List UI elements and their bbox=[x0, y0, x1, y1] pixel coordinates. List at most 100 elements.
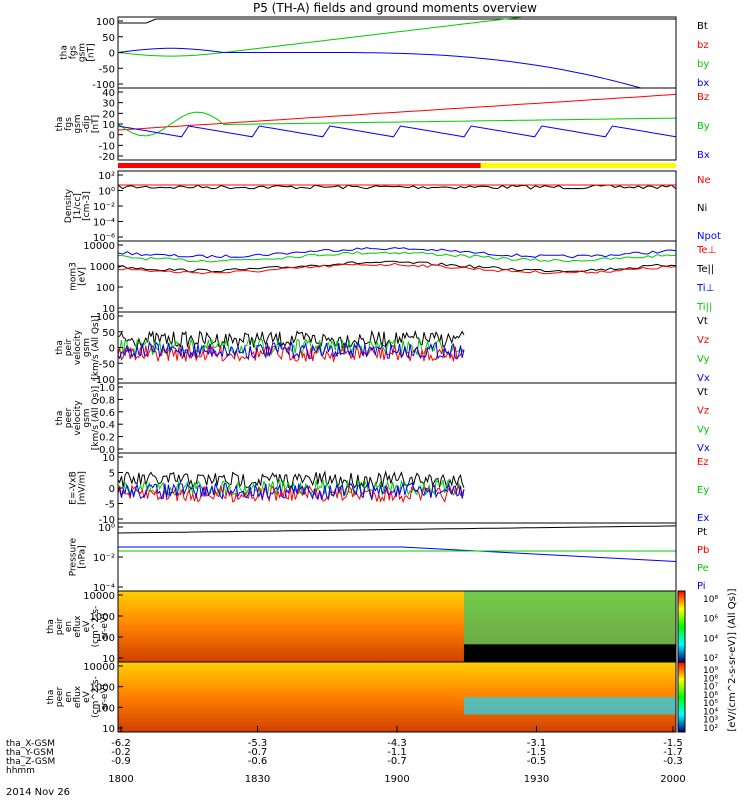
y-tick-label: 0 bbox=[109, 49, 115, 60]
ephemeris-value: -1.1 bbox=[387, 747, 407, 758]
y-tick-label: 10⁻² bbox=[93, 553, 115, 564]
legend-entry: Vt bbox=[697, 387, 708, 398]
panel-frame bbox=[117, 16, 677, 89]
y-tick-label: 10⁻⁶ bbox=[93, 233, 115, 244]
y-tick-label: -100 bbox=[92, 80, 115, 91]
y-axis-label: tha bbox=[46, 690, 56, 705]
legend-entry: bx bbox=[697, 78, 709, 89]
y-axis-label: gsm bbox=[78, 43, 88, 62]
legend-entry: Pe bbox=[697, 563, 709, 574]
y-tick-label: 10 bbox=[102, 120, 115, 131]
y-tick-label: 1000 bbox=[90, 262, 115, 273]
ephemeris-row-label: tha_Y-GSM bbox=[6, 748, 54, 758]
y-axis-label: peir bbox=[55, 617, 65, 635]
panel-frame bbox=[117, 240, 677, 313]
legend-entry: Vx bbox=[697, 443, 710, 454]
legend-entry: Npot bbox=[697, 231, 721, 242]
y-tick-label: 0.6 bbox=[99, 408, 115, 419]
y-tick-label: 10⁰ bbox=[98, 523, 115, 534]
y-axis-label: en bbox=[64, 691, 74, 702]
colorbar-tick: 10³ bbox=[703, 716, 718, 726]
y-axis-label: (cm^2-s- bbox=[91, 606, 101, 648]
y-tick-label: -10 bbox=[99, 141, 115, 152]
y-axis-label: [nT] bbox=[87, 43, 97, 61]
y-tick-label: 0.0 bbox=[99, 445, 115, 456]
mode-bar-yellow bbox=[480, 163, 676, 168]
panel-frame bbox=[117, 170, 677, 242]
y-axis-label: [nT] bbox=[91, 115, 101, 133]
legend-entry: Ne bbox=[697, 175, 711, 186]
colorbar-tick: 10⁷ bbox=[703, 683, 718, 693]
y-axis-label: fgs bbox=[64, 117, 74, 131]
legend-entry: Vy bbox=[697, 354, 710, 365]
panel-1: 100 50 0 -50 -100 tha fgs gsm [nT] Bt bz by bx bbox=[60, 16, 709, 91]
colorbar-tick: 10⁵ bbox=[703, 699, 718, 709]
y-tick-label: 0 bbox=[109, 484, 115, 495]
y-axis-label: gsm bbox=[82, 408, 92, 427]
legend-entry: Vy bbox=[697, 424, 710, 435]
legend-entry: Bt bbox=[697, 21, 708, 32]
panel-6: 1.00.8 0.60.4 0.20.0 tha peer velocity gsm [km/… bbox=[55, 382, 710, 456]
legend-entry: Bz bbox=[697, 92, 709, 103]
y-tick-label: 10 bbox=[102, 724, 115, 735]
legend-entry: Te|| bbox=[696, 264, 714, 275]
legend-entry: Pb bbox=[697, 545, 709, 556]
y-tick-label: -5 bbox=[105, 500, 115, 511]
y-axis-label: gsm bbox=[82, 338, 92, 357]
panel-frame bbox=[117, 382, 677, 454]
y-axis-label: en bbox=[64, 621, 74, 632]
date-label: 2014 Nov 26 bbox=[6, 787, 70, 798]
y-axis-label: eflux bbox=[73, 615, 83, 638]
legend-entry: Ez bbox=[697, 457, 709, 468]
legend-entry: Pi bbox=[697, 581, 706, 592]
legend-entry: Te⊥ bbox=[696, 245, 716, 256]
panel-4: 10000 1000 100 10 mom3 [eV] Te⊥ Te|| Ti⊥ Ti|| bbox=[69, 240, 716, 315]
colorbar-tick: 10⁸ bbox=[703, 595, 718, 605]
y-tick-label: 20 bbox=[102, 109, 115, 120]
ephemeris-value: -0.9 bbox=[111, 756, 131, 767]
y-axis-label: eV bbox=[82, 620, 92, 633]
y-axis-label: -dip bbox=[82, 115, 92, 132]
colorbar-tick: 10⁹ bbox=[703, 666, 718, 676]
y-axis-label: [cm-3] bbox=[82, 191, 92, 221]
colorbar-tick: 10² bbox=[703, 724, 718, 734]
y-tick-label: 10000 bbox=[83, 591, 115, 602]
panel-9: 10000 1000 100 10 tha peir en eflux eV (cm^2-s-sr… bbox=[46, 590, 677, 665]
legend-entry: Bx bbox=[697, 150, 710, 161]
y-tick-label: 100 bbox=[96, 283, 115, 294]
legend-entry: Ni bbox=[697, 203, 707, 214]
y-tick-label: 50 bbox=[102, 328, 115, 339]
y-tick-label: 10⁰ bbox=[98, 187, 115, 198]
y-tick-label: 0.8 bbox=[99, 395, 115, 406]
y-tick-label: 1000 bbox=[90, 683, 115, 694]
mode-bar-red bbox=[118, 163, 481, 168]
y-tick-label: 1000 bbox=[90, 612, 115, 623]
y-axis-label: (cm^2-s- bbox=[91, 676, 101, 718]
y-axis-label: tha bbox=[55, 411, 65, 426]
y-tick-label: 5 bbox=[109, 469, 115, 480]
panel-10: 10000 1000 100 10 tha peer en eflux eV (cm^2-s-sr… bbox=[46, 661, 677, 735]
legend-entry: Vz bbox=[697, 335, 709, 346]
ephemeris-value: -0.7 bbox=[387, 756, 407, 767]
y-tick-label: 30 bbox=[102, 99, 115, 110]
y-tick-label: 10⁻⁴ bbox=[93, 218, 115, 229]
y-axis-label: tha bbox=[46, 619, 56, 634]
y-tick-label: 40 bbox=[102, 88, 115, 99]
legend-entry: Pt bbox=[697, 527, 707, 538]
y-axis-label: [eV] bbox=[78, 267, 88, 286]
y-tick-label: 10² bbox=[98, 171, 115, 182]
y-axis-label: [km/s (All Qs)] bbox=[91, 315, 101, 379]
y-axis-label: mom3 bbox=[69, 262, 79, 291]
legend-entry: by bbox=[697, 59, 709, 70]
y-axis-label: [nPa] bbox=[78, 545, 88, 568]
ephemeris-value: -0.3 bbox=[663, 756, 683, 767]
colorbar-tick: 10⁶ bbox=[703, 691, 718, 701]
y-tick-label: 0.4 bbox=[99, 420, 115, 431]
y-tick-label: 1.0 bbox=[99, 383, 115, 394]
mode-bar bbox=[118, 163, 676, 168]
ephemeris-value: -5.3 bbox=[248, 738, 268, 749]
colorbar-label: [eV/(cm^2-s-sr-eV)] (All Qs)] bbox=[727, 588, 738, 731]
